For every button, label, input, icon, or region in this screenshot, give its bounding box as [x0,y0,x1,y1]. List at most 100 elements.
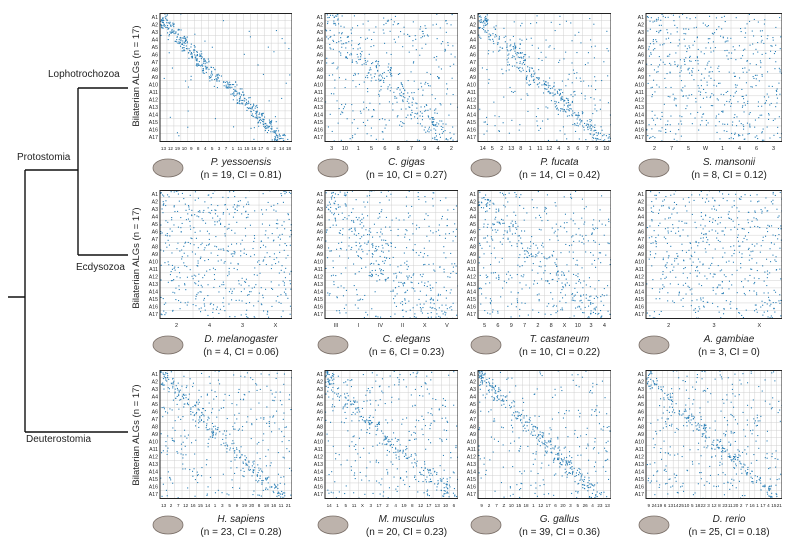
ortholog-dot [515,306,517,308]
ortholog-dot [652,135,654,137]
ortholog-dot [607,50,609,52]
ortholog-dot [245,464,247,466]
ortholog-dot [379,236,381,238]
ortholog-dot [567,106,569,108]
ortholog-dot [345,47,347,49]
ortholog-dot [515,196,517,198]
ortholog-dot [573,299,575,301]
ortholog-dot [180,418,182,420]
ortholog-dot [197,284,199,286]
ortholog-dot [666,262,668,264]
ortholog-dot [279,238,281,240]
ortholog-dot [234,90,236,92]
ortholog-dot [699,124,701,126]
ortholog-dot [172,310,174,312]
ortholog-dot [445,312,447,314]
ortholog-dot [718,82,720,84]
ortholog-dot [160,233,162,235]
ortholog-dot [359,110,361,112]
ortholog-dot [608,243,610,245]
ortholog-dot [185,219,187,221]
ortholog-dot [371,190,373,192]
ortholog-dot [490,34,492,36]
ortholog-dot [452,94,454,96]
ortholog-dot [408,51,410,53]
ortholog-dot [684,267,686,269]
ortholog-dot [740,267,742,269]
ortholog-dot [780,228,782,230]
ortholog-dot [555,205,557,207]
ortholog-dot [184,445,186,447]
ortholog-dot [764,102,766,104]
ortholog-dot [234,212,236,214]
ortholog-dot [573,212,575,214]
ortholog-dot [273,209,275,211]
ortholog-dot [277,487,279,489]
ortholog-dot [739,77,741,79]
ortholog-dot [687,97,689,99]
ortholog-dot [333,281,335,283]
ortholog-dot [284,228,286,230]
ortholog-dot [760,306,762,308]
ortholog-dot [669,130,671,132]
ortholog-dot [574,124,576,126]
ortholog-dot [327,38,329,40]
ortholog-dot [682,87,684,89]
ortholog-dot [189,220,191,222]
ortholog-dot [201,53,203,55]
alg-label: A14 [635,113,644,119]
ortholog-dot [600,296,602,298]
ortholog-dot [379,279,381,281]
alg-label: A9 [317,252,323,258]
ortholog-dot [597,258,599,260]
ortholog-dot [404,282,406,284]
ortholog-dot [545,39,547,41]
ortholog-dot [167,22,169,24]
ortholog-dot [508,278,510,280]
ortholog-dot [680,135,682,137]
ortholog-dot [368,69,370,71]
species-stat: (n = 19, CI = 0.81) [200,170,282,181]
ortholog-dot [702,297,704,299]
dotplot: A1A2A3A4A5A6A7A8A9A10A11A12A13A14A15A16A… [467,13,611,152]
ortholog-dot [655,298,657,300]
ortholog-dot [688,28,690,30]
ortholog-dot [770,201,772,203]
ortholog-dot [715,17,717,19]
ortholog-dot [418,139,420,141]
ortholog-dot [267,488,269,490]
alg-label: A2 [152,199,158,205]
ortholog-dot [194,453,196,455]
ortholog-dot [581,235,583,237]
ortholog-dot [722,197,724,199]
ortholog-dot [266,124,268,126]
chromosome-tick-label: W [703,146,709,152]
ortholog-dot [740,57,742,59]
ortholog-dot [187,213,189,215]
ortholog-dot [222,302,224,304]
ortholog-dot [329,226,331,228]
ortholog-dot [218,80,220,82]
ortholog-dot [515,227,517,229]
ortholog-dot [251,465,253,467]
ortholog-dot [554,93,556,95]
ortholog-dot [748,247,750,249]
ortholog-dot [485,204,487,206]
ortholog-dot [344,203,346,205]
alg-label: A13 [314,282,323,288]
ortholog-dot [501,47,503,49]
ortholog-dot [253,138,255,140]
ortholog-dot [741,88,743,90]
ortholog-dot [245,457,247,459]
ortholog-dot [238,100,240,102]
ortholog-dot [599,99,601,101]
chromosome-tick-label: 3 [590,323,593,329]
ortholog-dot [598,312,600,314]
ortholog-dot [422,256,424,258]
ortholog-dot [589,121,591,123]
ortholog-dot [772,234,774,236]
ortholog-dot [605,135,607,137]
ortholog-dot [414,116,416,118]
ortholog-dot [516,300,518,302]
ortholog-dot [715,209,717,211]
